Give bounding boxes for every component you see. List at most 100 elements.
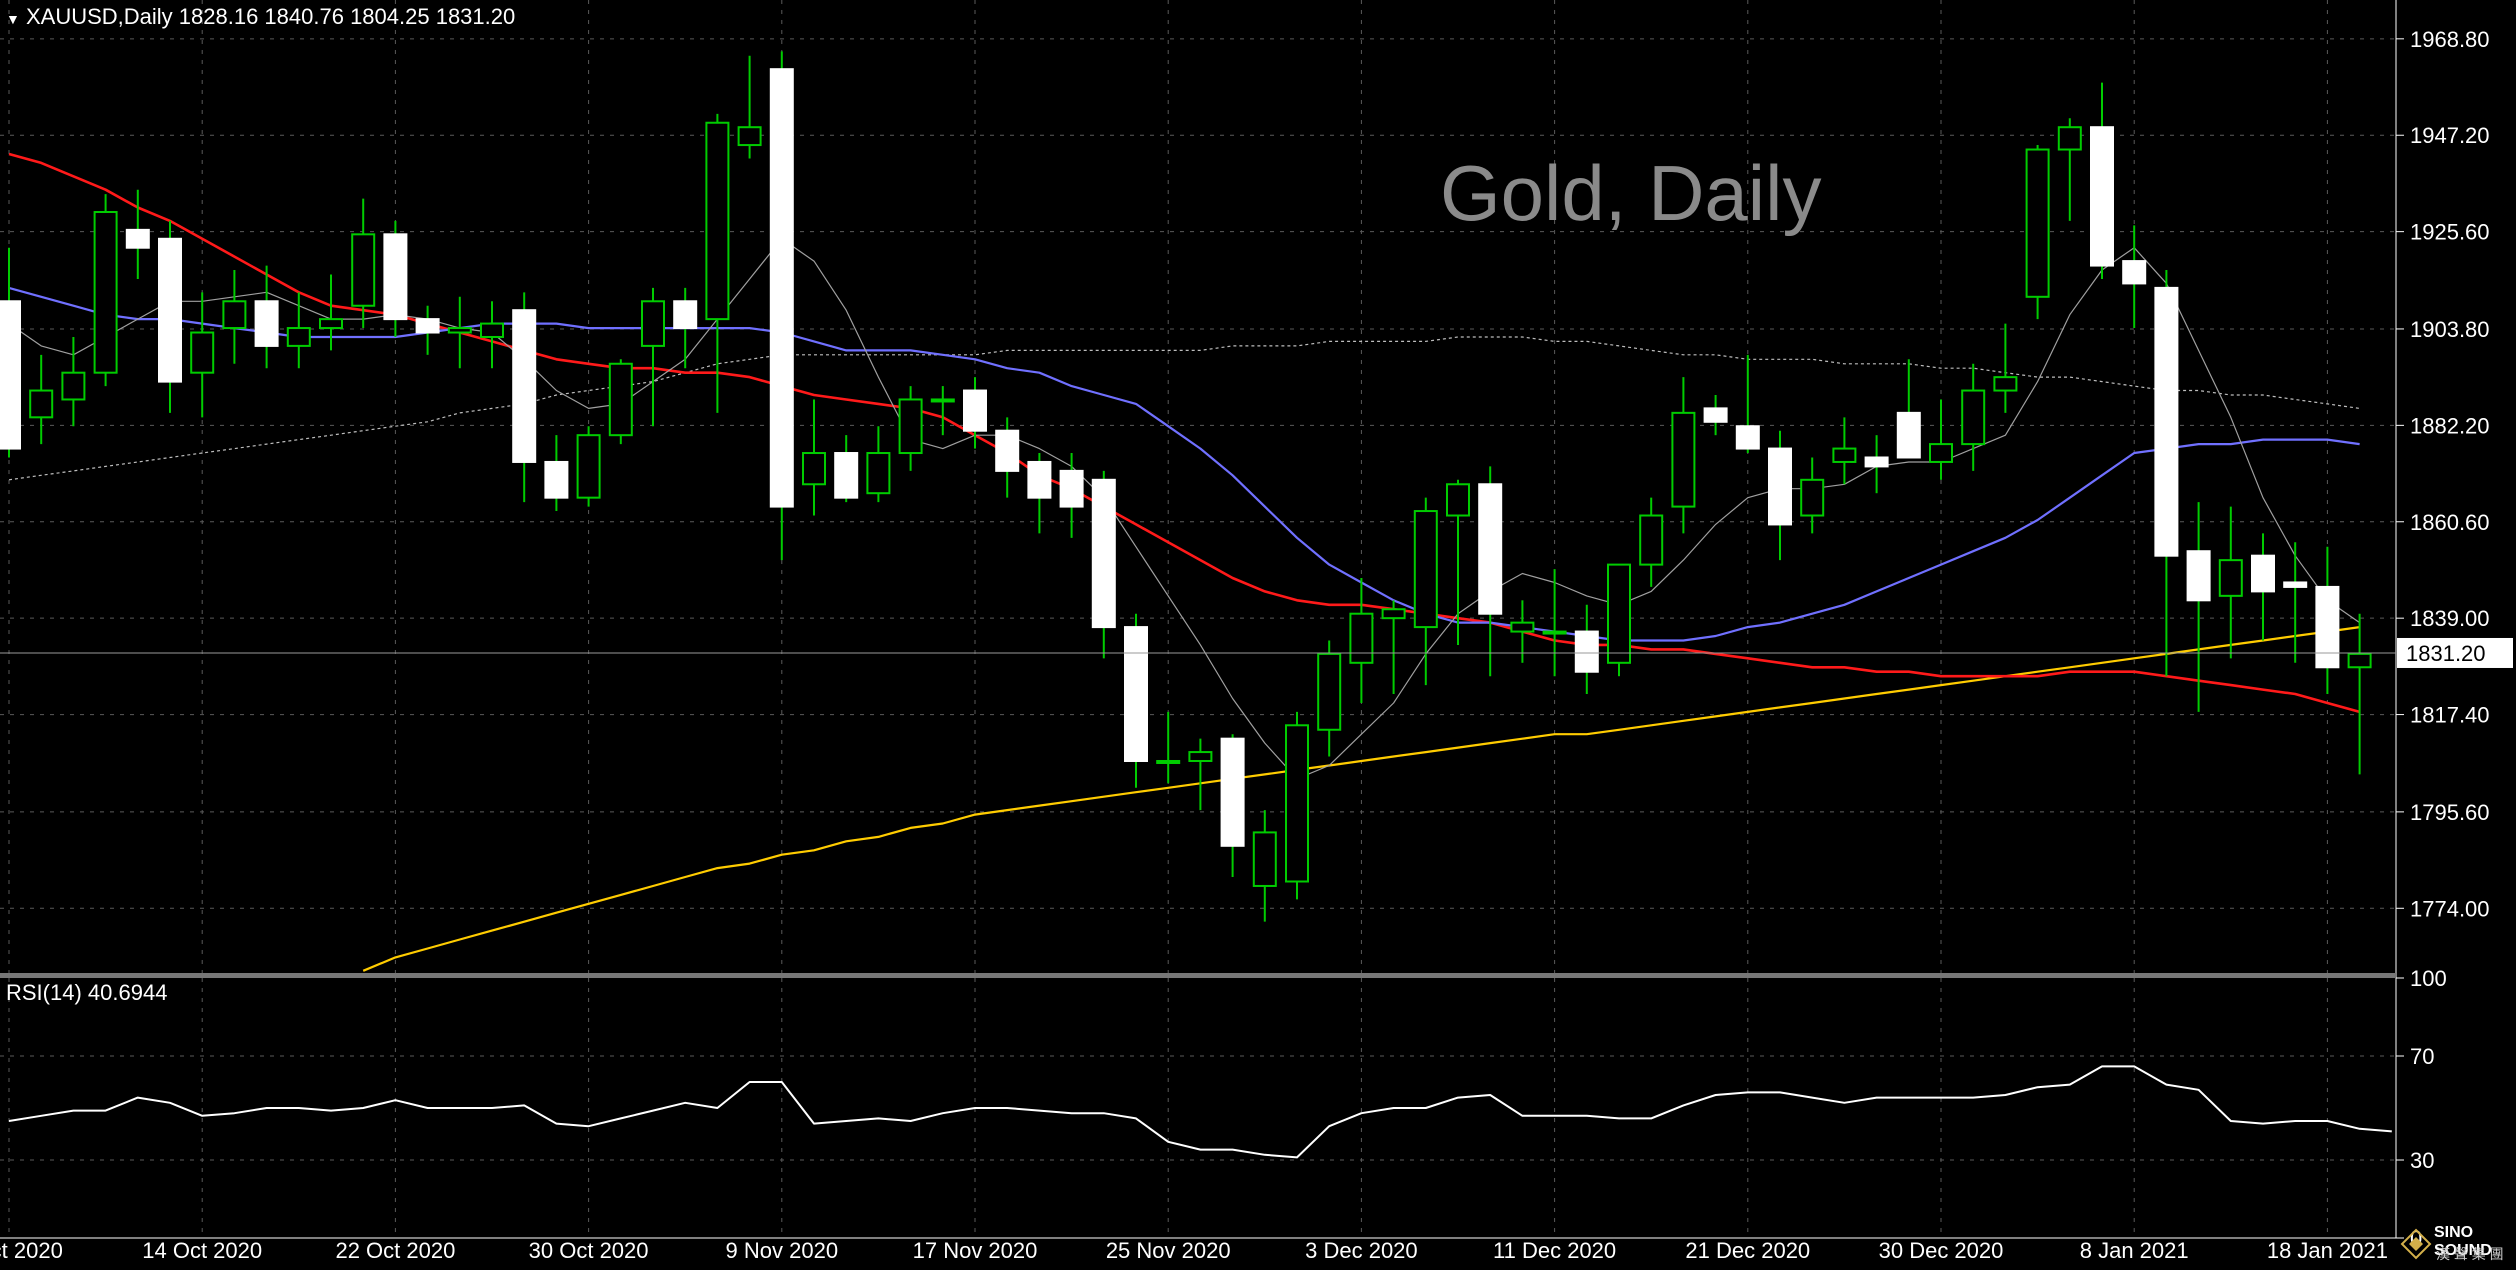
ma-blue-line [8,286,2360,642]
date-tick-label: 9 Nov 2020 [726,1238,839,1263]
date-tick-label: 18 Jan 2021 [2267,1238,2388,1263]
date-tick-label: 14 Oct 2020 [142,1238,262,1263]
candle-bear [834,452,859,499]
candle-bear [1124,626,1148,762]
candle-bull [1542,630,1567,635]
candle-bear [673,300,698,330]
panel-separator [0,973,2396,978]
candle-bull [1188,751,1213,762]
date-tick-label: 21 Dec 2020 [1685,1238,1810,1263]
sino-sound-logo-icon [2400,1228,2432,1260]
candle-bull [1381,608,1406,620]
candle-bear [2186,550,2211,602]
rsi-tick-label: 30 [2410,1148,2434,1173]
candle-bull [93,211,118,374]
date-tick-label: 8 Jan 2021 [2080,1238,2189,1263]
candle-bull [705,121,730,321]
date-tick-label: 30 Dec 2020 [1879,1238,2004,1263]
candle-bull [2057,126,2082,151]
candle-bear [383,233,408,321]
dropdown-triangle-icon[interactable]: ▼ [6,11,20,27]
candle-bear [254,300,279,347]
candle-bear [1220,737,1245,847]
candle-bear [963,389,987,432]
candle-bull [1800,478,1825,517]
candles [0,51,2372,922]
price-tick-label: 1925.60 [2410,220,2490,245]
candle-bull [190,331,215,374]
candle-bull [1446,483,1470,517]
candle-bear [0,300,21,450]
candle-bull [1961,389,1986,446]
candle-bull [2347,652,2372,669]
last-price-badge [2397,637,2513,668]
last-price-label: 1831.20 [2406,641,2486,666]
logo: SINO SOUND 漢 聲 集 團 [2400,1220,2512,1268]
rsi-tick-label: 70 [2410,1044,2434,1069]
candle-bull [222,300,247,330]
symbol-header[interactable]: ▼ XAUUSD,Daily 1828.16 1840.76 1804.25 1… [6,4,515,30]
candle-bear [1896,411,1921,459]
candle-bear [512,309,537,463]
candle-bear [1703,407,1728,423]
candle-bull [930,398,955,403]
date-tick-label: 6 Oct 2020 [0,1238,63,1263]
price-tick-label: 1947.20 [2410,123,2490,148]
candle-bear [2090,126,2114,267]
candle-bear [1478,483,1503,615]
candle-bull [447,327,472,334]
candle-bear [1091,478,1116,629]
price-tick-label: 1839.00 [2410,606,2490,631]
candle-bear [2251,554,2275,593]
candle-bull [480,322,504,338]
candle-bull [1993,376,2018,392]
candle-bear [1735,425,1760,450]
candle-bear [1027,460,1052,499]
price-tick-label: 1882.20 [2410,413,2490,438]
candle-bull [737,126,762,147]
price-tick-label: 1860.60 [2410,510,2490,535]
price-tick-label: 1817.40 [2410,703,2490,728]
candle-bull [2218,559,2243,597]
candle-bull [1156,759,1181,764]
chart-watermark: Gold, Daily [1440,149,1822,237]
candle-bull [1607,563,1631,664]
candle-bear [1574,630,1599,673]
symbol-ohlc-label: XAUUSD,Daily 1828.16 1840.76 1804.25 183… [25,4,516,29]
candle-bull [1349,612,1374,664]
logo-subtitle: 漢 聲 集 團 [2436,1246,2504,1262]
date-tick-label: 25 Nov 2020 [1106,1238,1231,1263]
candle-bull [1832,447,1857,463]
candle-bull [1639,514,1664,566]
candle-bull [1317,652,1342,731]
candle-bear [415,318,440,334]
rsi-panel [8,1065,2392,1159]
candle-bull [1285,724,1309,883]
candle-bull [1929,443,1953,463]
candle-bull [1671,411,1696,508]
candle-bear [2283,581,2308,588]
candle-bull [286,327,311,347]
date-tick-label: 22 Oct 2020 [335,1238,455,1263]
candle-bear [544,460,569,499]
candle-bull [319,318,343,330]
candle-bull [2025,148,2050,298]
date-tick-label: 11 Dec 2020 [1493,1238,1616,1263]
candle-bear [769,68,794,508]
candle-bull [608,362,633,437]
candle-bull [61,371,86,401]
rsi-line [8,1065,2392,1159]
rsi-label: RSI(14) 40.6944 [6,980,168,1005]
candle-bear [2122,260,2147,285]
logo-name: SINO SOUND [2434,1224,2492,1259]
candle-bull [641,300,665,347]
date-tick-label: 17 Nov 2020 [913,1238,1038,1263]
candle-bull [576,434,601,499]
price-tick-label: 1774.00 [2410,896,2490,921]
candle-bear [1768,447,1792,526]
date-tick-label: 30 Oct 2020 [529,1238,649,1263]
candle-bull [1413,510,1438,629]
candle-bull [1252,831,1277,887]
